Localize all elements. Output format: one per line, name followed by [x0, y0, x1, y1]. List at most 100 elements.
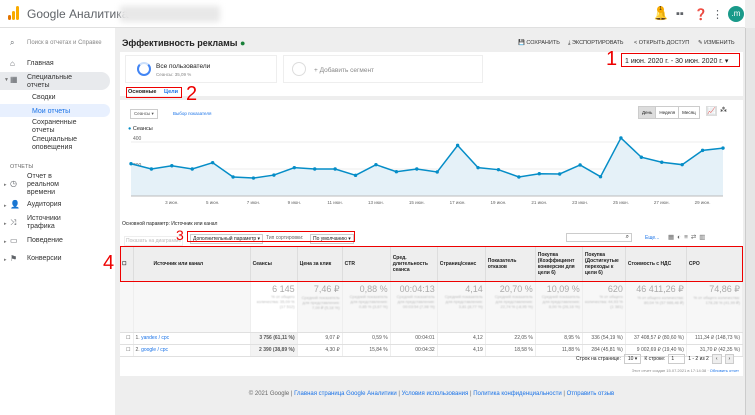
data-point[interactable]	[313, 167, 317, 171]
x-tick-label: 21 июн.	[531, 200, 547, 205]
sidebar-item-custom-reports[interactable]: Специальные отчеты	[27, 74, 73, 89]
data-point[interactable]	[476, 165, 480, 170]
column-header[interactable]: Стоимость с НДС	[625, 246, 687, 282]
row-checkbox[interactable]: ☐	[120, 344, 134, 357]
edit-button[interactable]: ✎ ИЗМЕНИТЬ	[698, 40, 735, 46]
data-point[interactable]	[680, 162, 684, 167]
legend-sessions: ● Сеансы	[128, 126, 153, 132]
sidebar-item-behavior[interactable]: Поведение	[27, 237, 63, 244]
avatar[interactable]: .m	[728, 6, 744, 22]
search-input[interactable]: Поиск в отчетах и Справке	[27, 40, 102, 46]
refresh-report-link[interactable]: Обновить отчет	[709, 368, 739, 373]
save-button[interactable]: 💾 СОХРАНИТЬ	[518, 40, 560, 46]
data-point[interactable]	[619, 136, 623, 140]
plot-rows-button[interactable]: Показать на диаграмме	[124, 236, 184, 246]
secondary-dimension-dropdown[interactable]: Дополнительный параметр ▾	[190, 234, 264, 244]
goto-row-input[interactable]: 1	[668, 354, 686, 364]
prev-page-button[interactable]: ‹	[711, 354, 722, 364]
data-cell: 22,05 %	[485, 332, 536, 345]
column-header[interactable]: Покупка (Коэффициент конверсии для цели …	[535, 246, 583, 282]
column-header[interactable]: Сеансы	[250, 246, 298, 282]
sidebar-item-home[interactable]: Главная	[27, 60, 54, 67]
week-button[interactable]: Неделя	[655, 107, 678, 118]
row-checkbox[interactable]: ☐	[120, 332, 134, 345]
data-point[interactable]	[231, 175, 235, 179]
sort-dropdown[interactable]: По умолчанию ▾	[310, 234, 354, 244]
data-cell: 2 390 (38,89 %)	[250, 344, 298, 357]
column-header[interactable]: Сред. длительность сеанса	[390, 246, 438, 282]
day-button[interactable]: День	[639, 107, 656, 118]
tab-goals[interactable]: Цели	[164, 89, 179, 95]
data-point[interactable]	[190, 167, 194, 171]
data-point[interactable]	[700, 148, 705, 153]
sidebar-item-saved-reports[interactable]: Сохраненные отчеты	[32, 119, 77, 134]
sidebar-item-alerts[interactable]: Специальные оповещения	[32, 136, 78, 151]
data-point[interactable]	[149, 167, 154, 171]
data-point[interactable]	[129, 162, 133, 166]
data-point[interactable]	[639, 155, 644, 159]
data-point[interactable]	[333, 167, 337, 171]
data-point[interactable]	[537, 172, 541, 176]
data-point[interactable]	[598, 174, 603, 179]
data-point[interactable]	[374, 162, 378, 167]
column-header[interactable]: Страниц/сеанс	[437, 246, 486, 282]
footer-link-terms[interactable]: Условия использования	[401, 391, 469, 397]
footer-link-privacy[interactable]: Политика конфиденциальности	[473, 391, 562, 397]
data-point[interactable]	[415, 167, 419, 171]
choose-metric-link[interactable]: Выбор показателя	[173, 111, 212, 116]
motion-chart-icon[interactable]: ⁂	[720, 107, 727, 114]
view-toggle-icons[interactable]: ▦◐≡⇄▥	[668, 234, 709, 241]
data-point[interactable]	[455, 143, 460, 148]
column-header[interactable]: Показатель отказов	[485, 246, 536, 282]
column-header[interactable]: Покупка (Достигнутые переходы к цели 6)	[582, 246, 626, 282]
add-segment-button[interactable]: + Добавить сегмент	[283, 55, 483, 83]
data-point[interactable]	[272, 173, 276, 177]
source-link[interactable]: google / cpc	[141, 347, 169, 353]
data-point[interactable]	[210, 160, 215, 165]
account-selector[interactable]	[120, 6, 220, 22]
data-point[interactable]	[721, 146, 725, 150]
sidebar-item-acquisition[interactable]: Источники трафика	[27, 215, 61, 230]
footer-link-feedback[interactable]: Отправить отзыв	[566, 391, 615, 397]
sidebar-item-my-reports[interactable]: Мои отчеты	[32, 108, 71, 115]
sidebar-item-dashboards[interactable]: Сводки	[32, 94, 56, 101]
data-point[interactable]	[394, 170, 399, 174]
advanced-filter-link[interactable]: Еще...	[645, 235, 660, 241]
select-all-checkbox[interactable]: ☐	[120, 246, 134, 282]
month-button[interactable]: Месяц	[678, 107, 699, 118]
segment-all-users[interactable]: Все пользователи Сеансы: 35,09 %	[125, 55, 277, 83]
data-point[interactable]	[251, 176, 256, 180]
date-range-picker[interactable]: 1 июн. 2020 г. - 30 июн. 2020 г. ▾	[625, 58, 729, 65]
share-button[interactable]: < ОТКРЫТЬ ДОСТУП	[634, 40, 690, 46]
data-point[interactable]	[557, 172, 562, 176]
sidebar-item-audience[interactable]: Аудитория	[27, 201, 62, 208]
line-chart-icon[interactable]: 📈	[706, 106, 717, 116]
data-point[interactable]	[496, 167, 501, 172]
metric-dropdown[interactable]: Сеансы ▾	[130, 109, 158, 119]
data-point[interactable]	[435, 170, 439, 174]
scrollbar[interactable]	[745, 28, 755, 415]
column-header[interactable]: Цена за клик	[297, 246, 343, 282]
help-icon[interactable]: ❓	[694, 9, 708, 21]
data-point[interactable]	[353, 173, 358, 178]
data-point[interactable]	[292, 165, 297, 170]
column-header[interactable]: CPO	[686, 246, 744, 282]
table-search-input[interactable]: ⌕	[566, 233, 632, 242]
rows-per-page-select[interactable]: 10 ▾	[623, 354, 642, 364]
data-point[interactable]	[660, 160, 664, 164]
search-icon[interactable]: ⌕	[625, 234, 629, 240]
column-header[interactable]: CTR	[342, 246, 391, 282]
data-point[interactable]	[170, 164, 174, 168]
apps-icon[interactable]: ▪▪	[676, 8, 684, 20]
sidebar-item-realtime[interactable]: Отчет в реальном времени	[27, 173, 59, 196]
export-button[interactable]: ⤓ ЭКСПОРТИРОВАТЬ	[568, 40, 624, 46]
tab-overview[interactable]: Основные	[128, 89, 157, 95]
source-link[interactable]: yandex / cpc	[141, 335, 170, 341]
sidebar-item-conversions[interactable]: Конверсии	[27, 255, 62, 262]
more-icon[interactable]: ⋮	[712, 9, 723, 21]
footer-link-home[interactable]: Главная страница Google Аналитики	[294, 391, 397, 397]
data-point[interactable]	[578, 163, 582, 167]
column-header[interactable]: Источник или канал	[133, 246, 251, 282]
data-point[interactable]	[517, 175, 521, 179]
next-page-button[interactable]: ›	[724, 354, 735, 364]
